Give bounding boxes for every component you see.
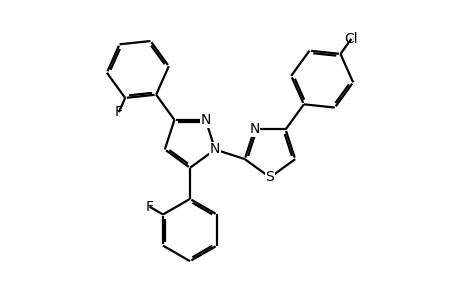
Text: N: N (200, 113, 210, 127)
Text: F: F (115, 105, 123, 119)
Text: Cl: Cl (344, 32, 358, 46)
Text: N: N (210, 142, 220, 157)
Text: N: N (249, 122, 259, 136)
Text: S: S (265, 170, 274, 184)
Text: F: F (145, 200, 153, 214)
